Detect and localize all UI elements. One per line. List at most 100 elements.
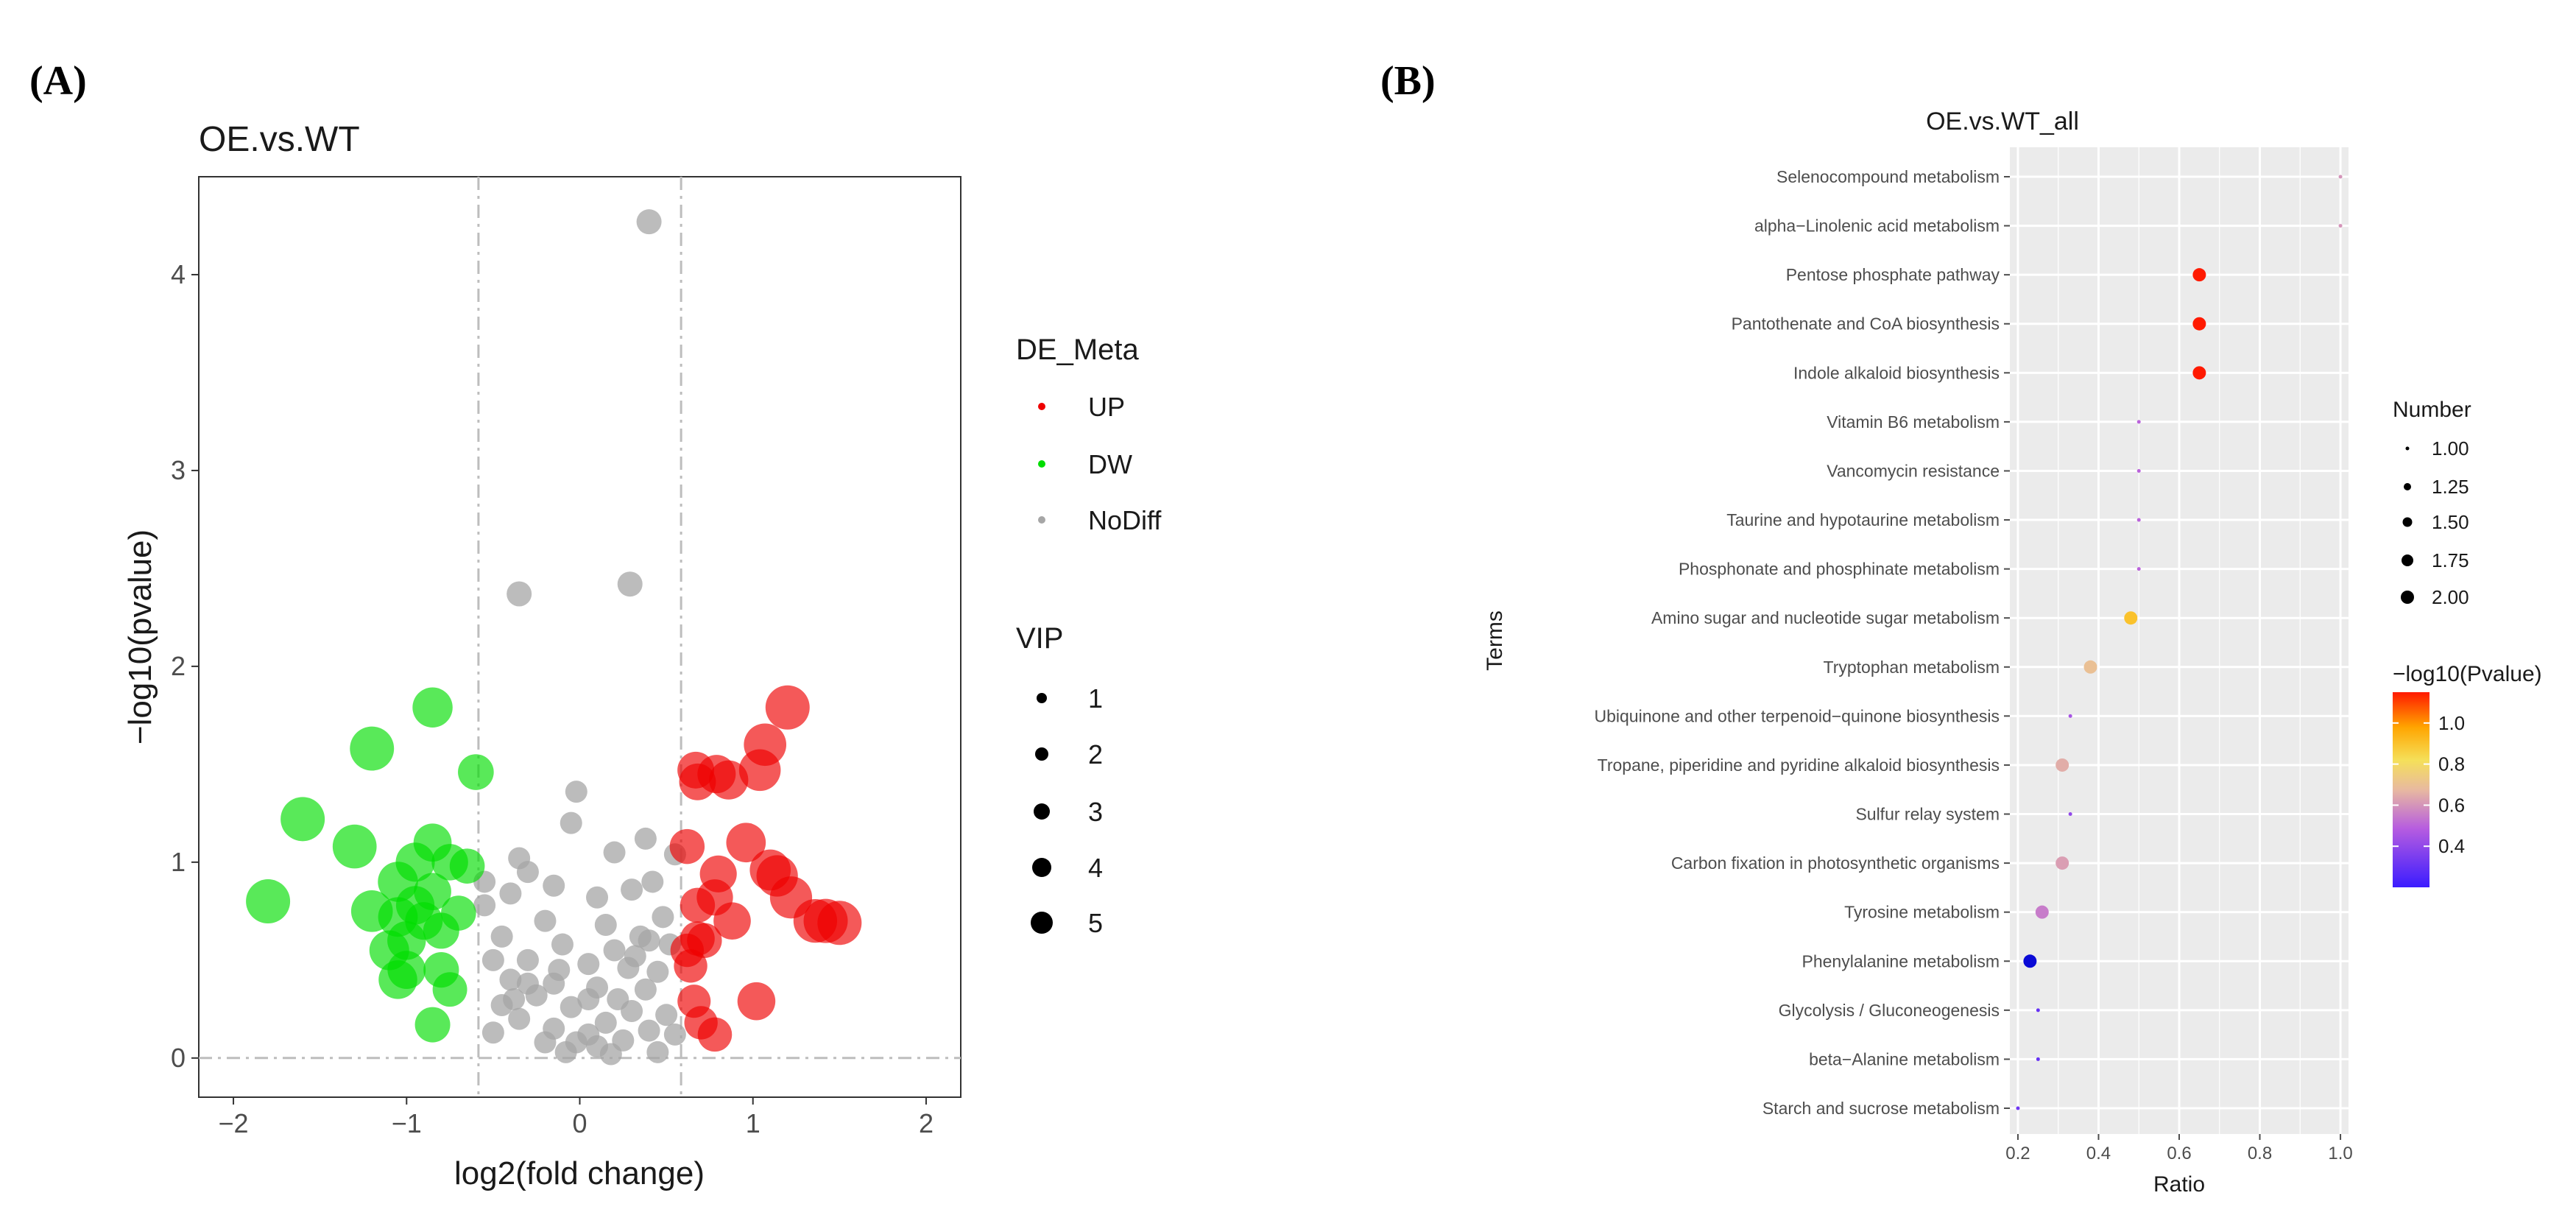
volcano-point-nodiff: [646, 960, 669, 983]
x-tick-label: 0: [572, 1108, 587, 1138]
legend-vip-3-swatch: [1034, 803, 1050, 820]
volcano-point-up: [680, 887, 716, 923]
term-label: Phenylalanine metabolism: [1802, 951, 2000, 971]
volcano-point-dw: [423, 912, 459, 949]
volcano-point-up: [738, 749, 781, 792]
volcano-title: OE.vs.WT: [199, 120, 360, 159]
legend-number-5-label: 2.00: [2432, 586, 2469, 608]
term-label: Tryptophan metabolism: [1824, 658, 2000, 677]
volcano-point-nodiff: [499, 882, 522, 905]
volcano-point-up: [765, 685, 810, 730]
volcano-point-nodiff: [636, 209, 662, 235]
legend-number-2-swatch: [2404, 483, 2411, 490]
volcano-point-nodiff: [516, 948, 539, 971]
legend-vip-2-label: 2: [1088, 739, 1103, 770]
volcano-point-nodiff: [638, 929, 660, 952]
volcano-point-nodiff: [599, 1043, 622, 1066]
enrichment-point: [2192, 366, 2206, 380]
volcano-point-nodiff: [634, 978, 657, 1001]
legend-number-4-swatch: [2402, 554, 2413, 566]
volcano-point-dw: [432, 972, 467, 1007]
legend-vip-2-swatch: [1035, 747, 1048, 761]
volcano-point-nodiff: [655, 1004, 678, 1026]
enrichment-point: [2338, 224, 2343, 228]
enrichment-point: [2338, 175, 2343, 179]
colorbar-tick-label: 0.8: [2438, 753, 2465, 775]
term-label: Ubiquinone and other terpenoid−quinone b…: [1595, 706, 2000, 725]
volcano-ticks: −2 −1 0 1 2 0 1 2 3 4: [171, 259, 934, 1138]
legend-number-2-label: 1.25: [2432, 476, 2469, 498]
volcano-point-nodiff: [634, 827, 657, 850]
legend-vip-5-swatch: [1031, 912, 1053, 934]
term-label: Tropane, piperidine and pyridine alkaloi…: [1598, 756, 2000, 775]
enrichment-point: [2055, 856, 2069, 870]
legend-number-5-swatch: [2401, 591, 2414, 604]
volcano-point-nodiff: [548, 959, 571, 982]
volcano-point-up: [726, 823, 766, 863]
legend-vip-3-label: 3: [1088, 797, 1103, 827]
pvalue-legend-title: −log10(Pvalue): [2393, 662, 2542, 686]
volcano-point-nodiff: [594, 1011, 617, 1034]
volcano-point-nodiff: [663, 1023, 686, 1046]
volcano-point-up: [679, 763, 716, 800]
legend-dw-swatch: [1038, 460, 1045, 468]
volcano-point-dw: [458, 754, 494, 790]
ratio-tick-label: 0.4: [2086, 1144, 2111, 1163]
enrichment-point: [2036, 1008, 2040, 1013]
term-label: Sulfur relay system: [1855, 805, 2000, 824]
enrichment-points: [2016, 175, 2343, 1110]
legend-dw-label: DW: [1088, 449, 1132, 479]
term-label: Pantothenate and CoA biosynthesis: [1732, 314, 2000, 334]
volcano-point-up: [669, 828, 705, 864]
volcano-point-nodiff: [577, 953, 600, 976]
legend-vip-1-label: 1: [1088, 683, 1103, 714]
ratio-tick-label: 0.8: [2248, 1144, 2272, 1163]
volcano-point-nodiff: [560, 811, 582, 834]
de-meta-legend-title: DE_Meta: [1016, 334, 1139, 366]
volcano-point-up: [737, 982, 776, 1021]
legend-number-3-label: 1.50: [2432, 511, 2469, 533]
enrichment-point: [2068, 714, 2072, 718]
volcano-point-nodiff: [624, 945, 646, 968]
volcano-point-nodiff: [621, 999, 643, 1022]
legend-vip-5-label: 5: [1088, 908, 1103, 938]
enrichment-point: [2068, 812, 2072, 817]
volcano-point-nodiff: [646, 1040, 669, 1063]
enrichment-point: [2055, 758, 2069, 772]
x-tick-label: 1: [746, 1108, 761, 1138]
volcano-point-up: [803, 898, 848, 943]
volcano-point-dw: [378, 960, 417, 999]
legend-up-swatch: [1038, 403, 1045, 410]
term-label: Selenocompound metabolism: [1776, 167, 2000, 186]
volcano-point-dw: [350, 726, 395, 771]
volcano-points: [246, 209, 862, 1066]
enrichment-y-axis-label: Terms: [1483, 610, 1507, 671]
enrichment-x-ticks: 0.2 0.4 0.6 0.8 1.0: [2005, 1134, 2353, 1163]
number-legend-title: Number: [2393, 398, 2471, 422]
enrichment-point: [2136, 420, 2141, 424]
colorbar-tick-label: 0.4: [2438, 835, 2465, 857]
volcano-point-nodiff: [560, 996, 582, 1018]
term-label: Vitamin B6 metabolism: [1827, 412, 2000, 432]
enrichment-point: [2192, 317, 2206, 331]
x-tick-label: 2: [919, 1108, 934, 1138]
volcano-point-nodiff: [621, 878, 643, 901]
volcano-point-nodiff: [503, 988, 526, 1011]
term-label: Phosphonate and phosphinate metabolism: [1679, 560, 2000, 579]
enrichment-point: [2136, 567, 2141, 571]
volcano-point-up: [697, 1017, 733, 1052]
volcano-point-up: [670, 933, 705, 968]
enrichment-grid: [2010, 147, 2349, 1134]
volcano-point-nodiff: [481, 1021, 504, 1044]
term-label: Pentose phosphate pathway: [1786, 265, 2000, 284]
volcano-point-nodiff: [638, 1019, 660, 1042]
volcano-point-nodiff: [473, 894, 496, 917]
enrichment-point: [2035, 905, 2049, 919]
y-tick-label: 0: [171, 1043, 186, 1073]
term-label: Amino sugar and nucleotide sugar metabol…: [1651, 608, 2000, 627]
legend-nodiff-label: NoDiff: [1088, 505, 1162, 535]
pvalue-colorbar: [2393, 692, 2429, 887]
enrichment-point: [2136, 518, 2141, 522]
volcano-point-nodiff: [641, 870, 664, 893]
